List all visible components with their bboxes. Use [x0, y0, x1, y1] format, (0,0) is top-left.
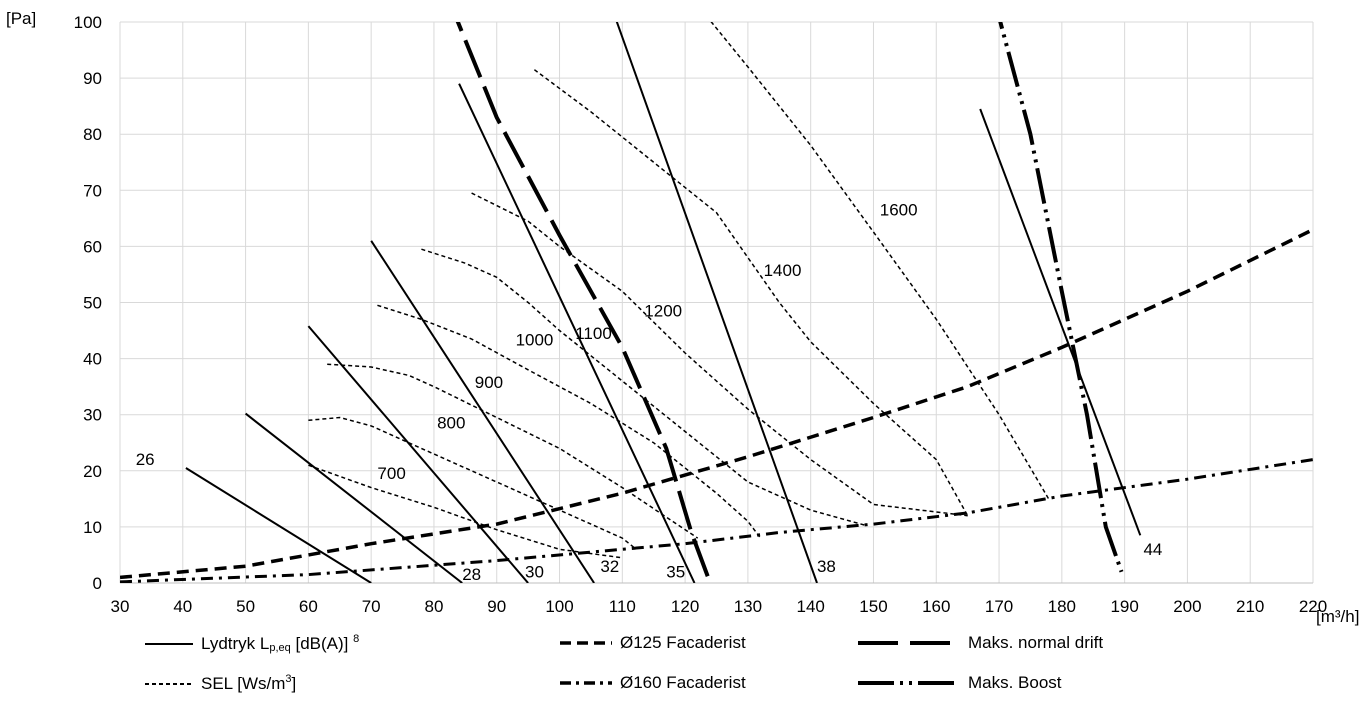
sel-line-1000	[377, 304, 762, 539]
series-layer	[120, 22, 1313, 583]
x-tick-label: 180	[1048, 597, 1076, 616]
sound-label-28: 28	[462, 565, 481, 584]
phi125-line	[120, 228, 1313, 580]
sound-label-38: 38	[817, 557, 836, 576]
x-axis-label: [m³/h]	[1316, 607, 1359, 626]
x-tick-label: 210	[1236, 597, 1264, 616]
x-tick-label: 90	[487, 597, 506, 616]
x-tick-label: 40	[173, 597, 192, 616]
x-tick-label: 220	[1299, 597, 1327, 616]
sel-label-700: 700	[377, 464, 405, 483]
sound-line-44	[979, 108, 1142, 536]
y-tick-label: 20	[83, 462, 102, 481]
sound-label-32: 32	[600, 557, 619, 576]
y-tick-label: 0	[93, 574, 102, 593]
x-tick-label: 190	[1110, 597, 1138, 616]
x-tick-label: 150	[859, 597, 887, 616]
x-tick-label: 140	[796, 597, 824, 616]
sel-label-900: 900	[475, 373, 503, 392]
sound-label-44: 44	[1143, 540, 1162, 559]
x-tick-label: 60	[299, 597, 318, 616]
y-tick-label: 60	[83, 237, 102, 256]
x-tick-label: 170	[985, 597, 1013, 616]
sel-label-800: 800	[437, 414, 465, 433]
sel-label-1400: 1400	[764, 261, 802, 280]
sel-line-1100	[421, 248, 868, 527]
maks-normal-line	[455, 22, 713, 583]
y-tick-label: 40	[83, 350, 102, 369]
y-tick-label: 10	[83, 518, 102, 537]
x-tick-label: 200	[1173, 597, 1201, 616]
sel-line-1600	[710, 22, 1050, 501]
maks-boost-line	[998, 22, 1124, 573]
tick-labels: 30 40 50 60 70 80 90 100 110 120 130 140 150 160 170 18…	[74, 13, 1328, 616]
sound-line-30	[307, 325, 529, 583]
y-tick-label: 90	[83, 69, 102, 88]
x-tick-label: 160	[922, 597, 950, 616]
y-tick-label: 100	[74, 13, 102, 32]
sound-line-28	[244, 412, 463, 583]
sel-line-800	[308, 416, 636, 549]
y-tick-label: 50	[83, 294, 102, 313]
x-tick-label: 70	[362, 597, 381, 616]
sel-line-1200	[471, 192, 968, 517]
sel-label-1200: 1200	[644, 302, 682, 321]
sel-line-1400	[533, 69, 969, 517]
sel-label-1100: 1100	[575, 324, 612, 343]
sel-label-1600: 1600	[880, 201, 918, 220]
sel-label-1000: 1000	[516, 331, 554, 350]
x-tick-label: 110	[609, 597, 636, 616]
y-axis-label: [Pa]	[6, 9, 36, 28]
x-tick-label: 80	[424, 597, 443, 616]
sound-line-38	[615, 22, 818, 583]
sel-line-900	[327, 363, 699, 539]
sound-line-35	[458, 83, 696, 583]
curve-labels: 700 800 900 1000 1100 1200 1400 1600 26 28 30 32 35 3…	[136, 201, 1163, 585]
y-tick-label: 70	[83, 181, 102, 200]
grid	[119, 21, 1314, 584]
sound-label-30: 30	[525, 562, 544, 581]
x-tick-label: 30	[111, 597, 130, 616]
x-tick-label: 100	[545, 597, 573, 616]
sound-label-35: 35	[666, 562, 685, 581]
sound-label-26: 26	[136, 450, 155, 469]
sound-line-32	[370, 240, 595, 583]
sel-line-700	[308, 464, 623, 559]
sound-line-26	[185, 467, 372, 583]
y-tick-label: 30	[83, 406, 102, 425]
x-tick-label: 120	[671, 597, 699, 616]
x-tick-label: 50	[236, 597, 255, 616]
x-tick-label: 130	[734, 597, 762, 616]
y-tick-label: 80	[83, 125, 102, 144]
